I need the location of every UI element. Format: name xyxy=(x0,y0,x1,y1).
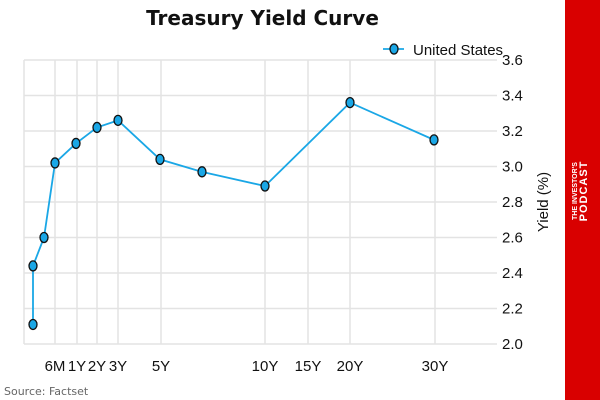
y-tick-label: 3.4 xyxy=(502,88,523,105)
x-tick-label: 6M xyxy=(45,358,66,375)
data-point xyxy=(197,166,207,178)
data-point xyxy=(39,231,49,244)
x-tick-label: 15Y xyxy=(295,358,322,375)
data-point xyxy=(71,137,81,150)
x-tick-label: 1Y xyxy=(68,358,86,375)
legend-marker xyxy=(389,43,399,55)
y-tick-label: 3.6 xyxy=(502,52,523,69)
data-point xyxy=(113,114,123,126)
logo-line2: PODCAST xyxy=(578,160,590,222)
x-tick-label: 2Y xyxy=(88,358,106,375)
y-tick-label: 2.2 xyxy=(502,301,523,318)
data-point xyxy=(92,121,102,134)
data-point xyxy=(28,318,38,331)
y-tick-label: 3.2 xyxy=(502,123,523,140)
data-point xyxy=(50,157,60,169)
y-tick-label: 2.8 xyxy=(502,194,523,211)
data-point xyxy=(155,153,165,166)
x-tick-label: 5Y xyxy=(152,358,170,375)
x-tick-label: 20Y xyxy=(337,358,364,375)
data-point xyxy=(260,180,270,192)
series-line xyxy=(32,101,435,325)
x-tick-label: 30Y xyxy=(422,358,449,375)
y-axis-label: Yield (%) xyxy=(535,172,552,232)
y-tick-label: 2.4 xyxy=(502,265,523,282)
yield-curve-chart: 2.0 2.2 2.4 2.6 2.8 3.0 3.2 3.4 3.6 6M 1Y 2Y 3Y 5Y 10Y… xyxy=(23,42,552,375)
y-tick-label: 2.0 xyxy=(502,336,523,353)
data-point xyxy=(429,134,439,146)
legend-label: United States xyxy=(413,42,503,59)
podcast-logo: THE INVESTOR'S PODCAST xyxy=(565,0,600,400)
x-tick-label: 3Y xyxy=(109,358,127,375)
y-tick-label: 3.0 xyxy=(502,159,523,176)
y-tick-label: 2.6 xyxy=(502,230,523,247)
data-point xyxy=(345,96,355,109)
source-note: Source: Factset xyxy=(4,385,89,398)
chart-title: Treasury Yield Curve xyxy=(146,6,379,30)
data-point xyxy=(28,260,38,272)
x-tick-label: 10Y xyxy=(252,358,279,375)
